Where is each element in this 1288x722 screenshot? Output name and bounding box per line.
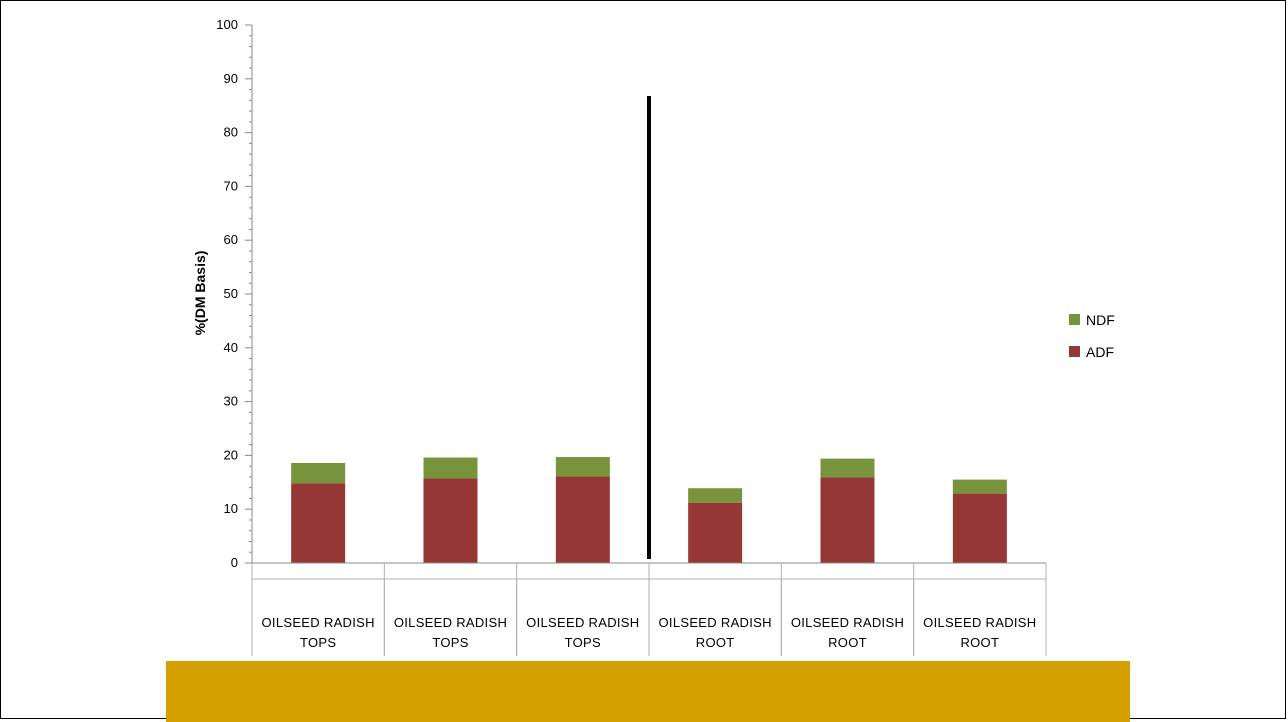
x-tick-label: ROOT	[828, 635, 867, 650]
bar-ndf-5	[820, 458, 875, 478]
y-tick-label: 0	[231, 555, 238, 570]
x-tick-label: OILSEED RADISH	[791, 615, 904, 630]
footer-bar	[166, 661, 1130, 722]
bar-adf-1	[291, 483, 346, 563]
bar-adf-4	[688, 502, 743, 563]
legend-label-ndf: NDF	[1086, 312, 1115, 328]
y-tick-label: 10	[224, 501, 238, 516]
y-tick-label: 80	[224, 125, 238, 140]
y-tick-label: 50	[224, 286, 238, 301]
bar-ndf-6	[952, 479, 1007, 494]
x-axis: OILSEED RADISH TOPS OILSEED RADISH TOPS OILS…	[251, 562, 1047, 656]
x-tick-label: OILSEED RADISH	[394, 615, 507, 630]
bar-adf-5	[820, 477, 875, 563]
x-tick-label: OILSEED RADISH	[659, 615, 772, 630]
bar-ndf-4	[688, 488, 743, 503]
x-tick-label: OILSEED RADISH	[262, 615, 375, 630]
bar-adf-3	[555, 476, 610, 563]
x-tick-label: TOPS	[565, 635, 601, 650]
legend-label-adf: ADF	[1086, 344, 1114, 360]
x-tick-label: ROOT	[960, 635, 999, 650]
legend-swatch-adf	[1069, 346, 1080, 357]
bar-ndf-1	[291, 462, 346, 484]
bars	[291, 457, 1007, 563]
x-tick-label: OILSEED RADISH	[923, 615, 1036, 630]
x-tick-label: TOPS	[432, 635, 468, 650]
y-tick-label: 40	[224, 340, 238, 355]
bar-adf-2	[423, 478, 478, 563]
x-tick-label: TOPS	[300, 635, 336, 650]
legend: NDF ADF	[1069, 312, 1115, 360]
x-tick-label: ROOT	[696, 635, 735, 650]
y-axis-label: %(DM Basis)	[192, 251, 208, 336]
bar-ndf-2	[423, 457, 478, 479]
y-tick-label: 30	[224, 394, 238, 409]
y-axis: 0 10 20 30 40 50 60 70 80 90 100	[216, 17, 253, 570]
y-tick-label: 20	[224, 447, 238, 462]
bar-ndf-3	[555, 457, 610, 477]
y-tick-label: 60	[224, 232, 238, 247]
legend-swatch-ndf	[1069, 314, 1080, 325]
y-tick-label: 90	[224, 71, 238, 86]
y-tick-label: 100	[216, 17, 238, 32]
x-tick-label: OILSEED RADISH	[526, 615, 639, 630]
bar-adf-6	[952, 493, 1007, 563]
y-tick-label: 70	[224, 178, 238, 193]
